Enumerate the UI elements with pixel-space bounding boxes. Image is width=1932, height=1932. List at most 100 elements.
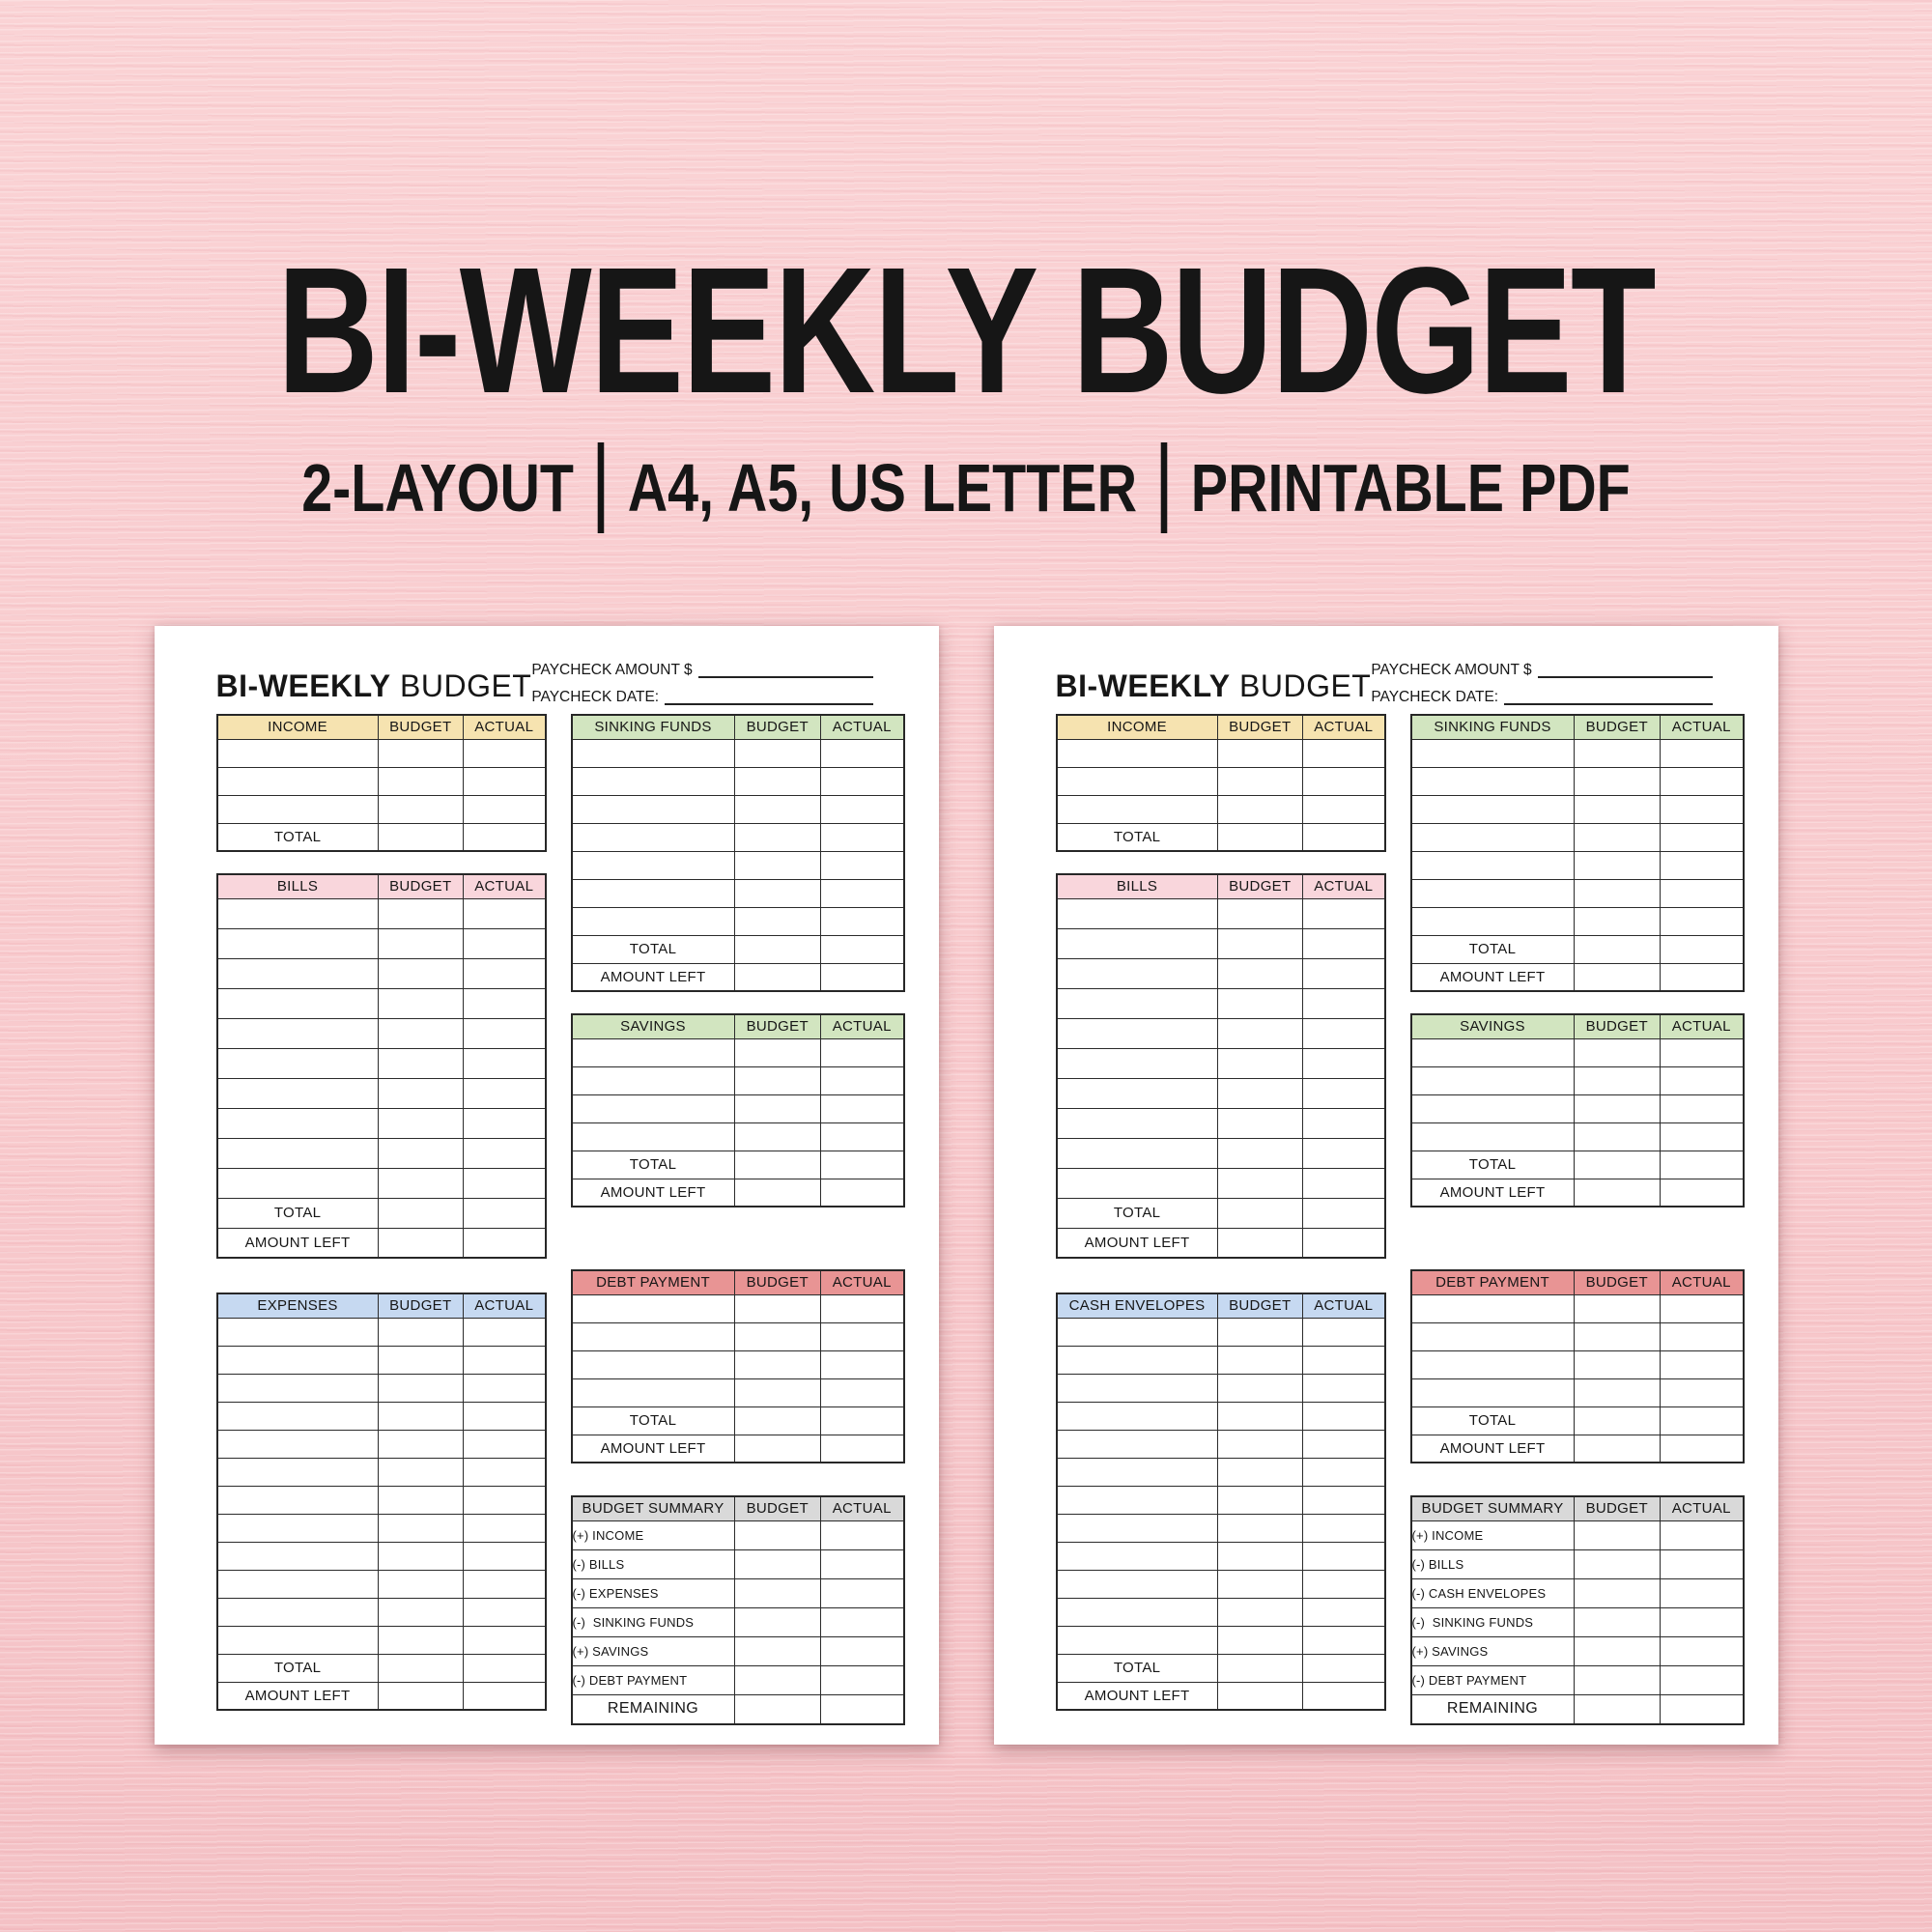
table-header-row: DEBT PAYMENT BUDGET ACTUAL — [1410, 1269, 1745, 1295]
table-title-cell: CASH ENVELOPES — [1056, 1293, 1218, 1319]
name-entry-cell — [216, 1485, 379, 1515]
table-savings: SAVINGS BUDGET ACTUAL TOTAL AMOUNT LEFT — [1409, 1013, 1745, 1208]
name-entry-cell — [1056, 1485, 1218, 1515]
left-column: INCOME BUDGET ACTUAL TOTAL BILLS BUDGET ACTUAL… — [1055, 714, 1386, 1725]
name-entry-cell — [571, 1321, 735, 1351]
actual-entry-cell — [1659, 1178, 1745, 1208]
actual-entry-cell — [462, 1197, 547, 1229]
entry-row — [216, 766, 547, 796]
budget-entry-cell — [1573, 1150, 1661, 1179]
entry-row — [216, 1317, 547, 1347]
table-title-cell: BUDGET SUMMARY — [1410, 1495, 1575, 1521]
budget-entry-cell — [733, 1548, 821, 1579]
budget-entry-cell — [377, 794, 464, 824]
actual-column-header: ACTUAL — [462, 1293, 547, 1319]
total-label-cell: TOTAL — [571, 1406, 735, 1435]
actual-entry-cell — [819, 1065, 905, 1095]
name-entry-cell — [216, 987, 379, 1019]
total-label-cell: TOTAL — [1056, 822, 1218, 852]
actual-entry-cell — [462, 1345, 547, 1375]
actual-entry-cell — [819, 1094, 905, 1123]
budget-entry-cell — [733, 1094, 821, 1123]
budget-entry-cell — [1573, 850, 1661, 880]
actual-entry-cell — [462, 1457, 547, 1487]
entry-row — [1056, 1373, 1386, 1403]
name-entry-cell — [1056, 1457, 1218, 1487]
actual-entry-cell — [819, 1122, 905, 1151]
table-header-row: BILLS BUDGET ACTUAL — [216, 873, 547, 899]
name-entry-cell — [1056, 1107, 1218, 1139]
actual-column-header: ACTUAL — [1659, 1495, 1745, 1521]
table-sinking-funds: SINKING FUNDS BUDGET ACTUAL TOTAL AMOUNT LEF… — [1409, 714, 1745, 992]
name-entry-cell — [571, 1037, 735, 1067]
budget-entry-cell — [733, 1178, 821, 1208]
paycheck-fields: PAYCHECK AMOUNT $ PAYCHECK DATE: — [531, 658, 873, 713]
entry-row — [216, 1513, 547, 1543]
summary-row: (-) BILLS — [1410, 1548, 1745, 1579]
entry-row — [571, 766, 905, 796]
table-title-cell: DEBT PAYMENT — [1410, 1269, 1575, 1295]
total-row: TOTAL — [1410, 1150, 1745, 1179]
entry-row — [216, 1137, 547, 1169]
actual-entry-cell — [1301, 822, 1386, 852]
actual-entry-cell — [1659, 878, 1745, 908]
actual-entry-cell — [462, 1653, 547, 1683]
budget-entry-cell — [377, 1681, 464, 1711]
budget-entry-cell — [377, 1373, 464, 1403]
budget-entry-cell — [377, 1077, 464, 1109]
actual-entry-cell — [1659, 1406, 1745, 1435]
table-title-cell: BUDGET SUMMARY — [571, 1495, 735, 1521]
name-entry-cell — [1056, 1597, 1218, 1627]
name-entry-cell — [571, 738, 735, 768]
paycheck-date-row: PAYCHECK DATE: — [531, 686, 873, 706]
budget-entry-cell — [1573, 794, 1661, 824]
actual-entry-cell — [1301, 738, 1386, 768]
amount-left-row: AMOUNT LEFT — [571, 1178, 905, 1208]
paycheck-amount-row: PAYCHECK AMOUNT $ — [531, 659, 873, 679]
budget-entry-cell — [1216, 1137, 1303, 1169]
actual-entry-cell — [1659, 1037, 1745, 1067]
actual-entry-cell — [462, 1227, 547, 1259]
entry-row — [1410, 878, 1745, 908]
actual-entry-cell — [1659, 1664, 1745, 1695]
budget-entry-cell — [1573, 1178, 1661, 1208]
budget-entry-cell — [377, 1485, 464, 1515]
name-entry-cell — [1056, 1077, 1218, 1109]
name-entry-cell — [1056, 1373, 1218, 1403]
name-entry-cell — [216, 1167, 379, 1199]
entry-row — [1410, 1122, 1745, 1151]
entry-row — [1056, 1047, 1386, 1079]
entry-row — [1410, 794, 1745, 824]
entry-row — [1056, 1317, 1386, 1347]
actual-column-header: ACTUAL — [1659, 1013, 1745, 1039]
name-entry-cell — [216, 1077, 379, 1109]
actual-entry-cell — [462, 1373, 547, 1403]
table-bills: BILLS BUDGET ACTUAL TOTAL AMOUNT LEFT — [215, 873, 547, 1259]
name-entry-cell — [1410, 1094, 1575, 1123]
entry-row — [571, 878, 905, 908]
budget-entry-cell — [1216, 1457, 1303, 1487]
budget-column-header: BUDGET — [1216, 873, 1303, 899]
table-header-row: SINKING FUNDS BUDGET ACTUAL — [1410, 714, 1745, 740]
name-entry-cell — [216, 957, 379, 989]
table-income: INCOME BUDGET ACTUAL TOTAL — [215, 714, 547, 852]
name-entry-cell — [1056, 1345, 1218, 1375]
entry-row — [216, 1345, 547, 1375]
actual-entry-cell — [1659, 962, 1745, 992]
name-entry-cell — [571, 878, 735, 908]
amount-left-row: AMOUNT LEFT — [1056, 1227, 1386, 1259]
entry-row — [1056, 957, 1386, 989]
budget-entry-cell — [733, 738, 821, 768]
budget-entry-cell — [1216, 1077, 1303, 1109]
budget-entry-cell — [377, 822, 464, 852]
total-label-cell: TOTAL — [216, 1197, 379, 1229]
page-columns: INCOME BUDGET ACTUAL TOTAL BILLS BUDGET ACTUAL… — [215, 714, 905, 1725]
budget-page-layout-2: BI-WEEKLY BUDGET PAYCHECK AMOUNT $ PAYCH… — [993, 626, 1778, 1745]
actual-entry-cell — [1301, 1541, 1386, 1571]
table-header-row: SAVINGS BUDGET ACTUAL — [571, 1013, 905, 1039]
entry-row — [1410, 1293, 1745, 1323]
remaining-label-cell: REMAINING — [1410, 1693, 1575, 1725]
budget-column-header: BUDGET — [377, 1293, 464, 1319]
amount-left-label-cell: AMOUNT LEFT — [571, 1434, 735, 1463]
